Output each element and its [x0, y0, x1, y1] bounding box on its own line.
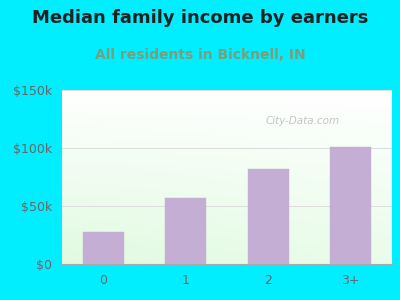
Bar — [83, 232, 124, 264]
Bar — [330, 147, 371, 264]
Bar — [165, 198, 206, 264]
Text: Median family income by earners: Median family income by earners — [32, 9, 368, 27]
Text: City-Data.com: City-Data.com — [266, 116, 340, 126]
Text: All residents in Bicknell, IN: All residents in Bicknell, IN — [95, 48, 305, 62]
Bar — [248, 169, 289, 264]
